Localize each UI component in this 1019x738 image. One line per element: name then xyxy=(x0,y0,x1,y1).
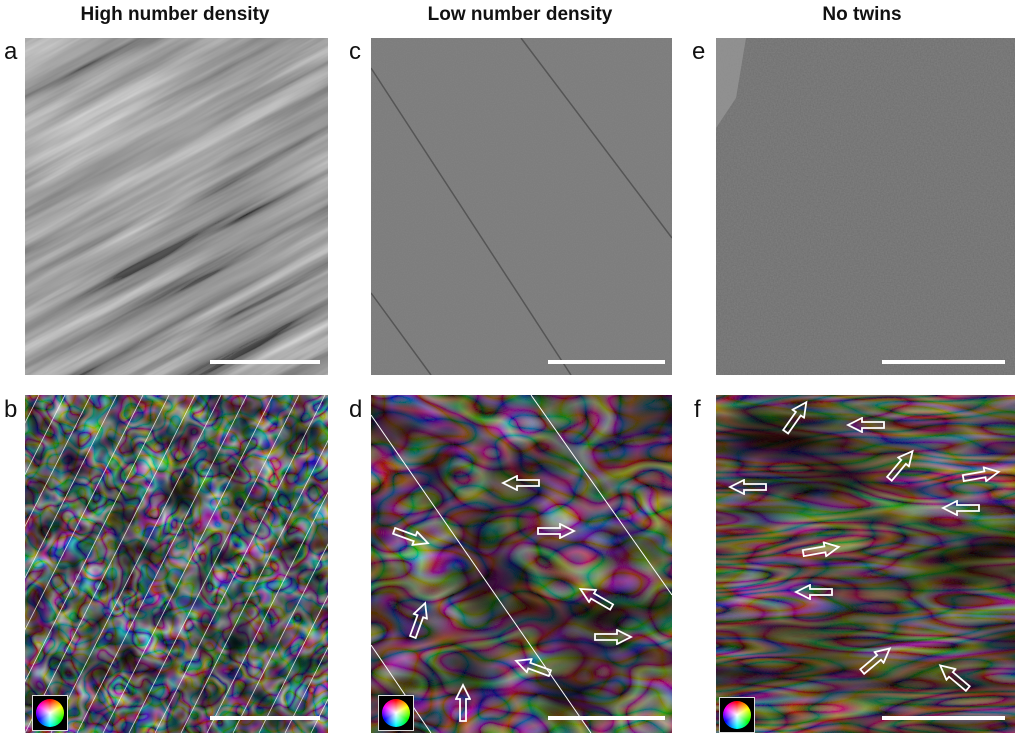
twin-boundary-line xyxy=(25,395,144,631)
column-title-low-density: Low number density xyxy=(427,4,613,25)
column-title-high-density: High number density xyxy=(80,4,270,25)
panel-label-c: c xyxy=(349,38,361,65)
twin-boundary-line xyxy=(206,491,328,733)
scale-bar-f xyxy=(882,716,1005,720)
color-wheel-icon xyxy=(32,695,68,731)
twin-boundary-line xyxy=(128,395,300,733)
panel-c-image xyxy=(371,38,672,375)
panel-f-image xyxy=(716,395,1015,733)
scale-bar-e xyxy=(882,360,1005,364)
color-wheel-icon xyxy=(378,695,414,731)
panel-label-d: d xyxy=(349,396,363,423)
panel-label-a: a xyxy=(4,38,18,65)
panel-a-image xyxy=(25,38,328,375)
twin-boundary-line xyxy=(284,646,328,733)
color-wheel-icon xyxy=(719,697,755,733)
scale-bar-d xyxy=(548,716,665,720)
twin-boundary-lines xyxy=(371,38,672,375)
twin-boundary-line xyxy=(25,395,92,528)
panel-e-image xyxy=(716,38,1015,375)
twin-boundary-line xyxy=(25,395,66,476)
scale-bar-b xyxy=(210,716,320,720)
twin-boundary-line xyxy=(25,395,170,683)
scale-bar-c xyxy=(548,360,665,364)
twin-boundary-lines xyxy=(371,395,672,733)
twin-boundary-line xyxy=(180,439,328,733)
panel-label-b: b xyxy=(4,396,18,423)
twin-boundary-line xyxy=(154,395,326,733)
twin-boundary-line xyxy=(102,395,274,733)
panel-b-image xyxy=(25,395,328,733)
column-title-no-twins: No twins xyxy=(822,4,902,25)
panel-label-e: e xyxy=(692,38,706,65)
panel-label-f: f xyxy=(694,396,701,423)
panel-d-image xyxy=(371,395,672,733)
twin-boundary-line xyxy=(50,395,222,733)
twin-boundary-line xyxy=(258,594,328,733)
twin-boundary-line xyxy=(76,395,248,733)
twin-boundary-line xyxy=(232,543,328,733)
twin-boundary-line xyxy=(25,395,196,733)
scale-bar-a xyxy=(210,360,320,364)
twin-boundary-lines xyxy=(25,395,328,733)
twin-boundary-line xyxy=(25,395,118,579)
